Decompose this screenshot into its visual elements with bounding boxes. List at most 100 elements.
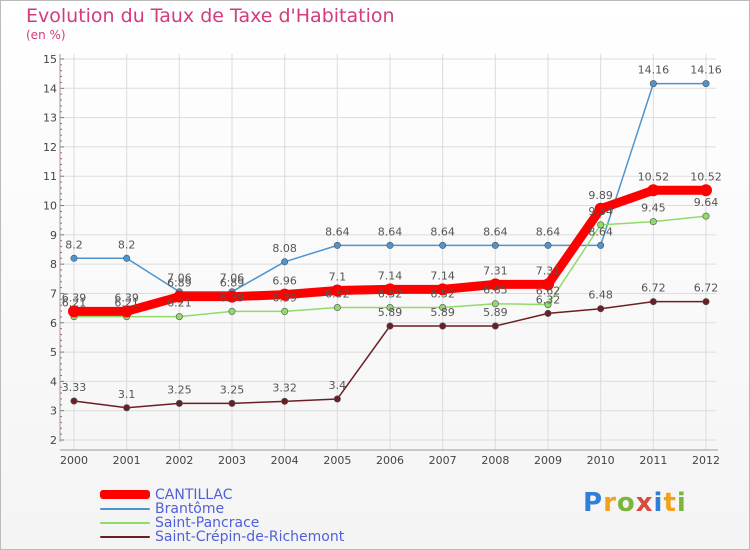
data-point-saint-pancrace [597,221,605,229]
data-label: 8.64 [378,225,403,238]
data-point-cantillac [226,290,238,303]
y-tick-label: 10 [43,200,57,213]
logo-letter: r [603,488,617,518]
data-point-brantome [70,254,78,262]
data-point-brantome [123,254,131,262]
data-point-brantome [333,241,341,249]
data-label: 7.14 [430,269,455,282]
data-point-brantome [649,80,657,88]
data-point-cantillac [278,288,291,301]
data-label: 6.21 [114,297,139,310]
y-tick-label: 3 [50,405,57,418]
data-label: 6.96 [272,275,297,288]
legend-swatch [100,521,150,524]
x-tick-label: 2012 [692,454,720,467]
legend: CANTILLAC Brantôme Saint-Pancrace Saint-Cré… [100,484,344,544]
legend-label: CANTILLAC [155,486,233,503]
data-label: 3.25 [220,383,245,396]
data-point-cantillac [436,283,449,296]
data-label: 6.89 [167,277,192,290]
data-point-saint-crepin-de-richemont [70,397,78,405]
legend-swatch [100,535,150,538]
data-label: 3.33 [62,381,87,394]
data-label: 6.65 [483,284,508,297]
data-label: 8.08 [272,242,297,255]
data-label: 6.48 [588,289,613,302]
data-label: 6.39 [62,291,87,304]
data-point-cantillac [384,283,396,296]
legend-item: Brantôme [100,498,344,516]
y-tick-label: 9 [50,229,57,242]
data-label: 10.52 [690,170,722,183]
chart-subtitle: (en %) [26,28,66,42]
data-point-saint-crepin-de-richemont [333,395,341,403]
data-label: 9.89 [588,189,613,202]
data-point-cantillac [647,184,660,197]
data-label: 5.89 [430,306,455,319]
legend-item: CANTILLAC [100,484,344,502]
x-tick-label: 2006 [376,454,404,467]
data-point-saint-pancrace [439,304,447,312]
x-tick-label: 2002 [165,454,193,467]
data-label: 8.64 [483,225,508,238]
x-tick-label: 2001 [113,454,141,467]
data-label: 14.16 [638,64,670,77]
data-point-saint-crepin-de-richemont [228,399,236,407]
data-label: 5.89 [378,306,403,319]
data-label: 6.62 [536,285,561,298]
data-point-saint-crepin-de-richemont [175,399,183,407]
data-label: 6.72 [694,282,719,295]
data-label: 9.34 [588,205,613,218]
data-label: 6.52 [325,288,350,301]
data-point-saint-pancrace [649,218,657,226]
data-point-cantillac [173,290,186,303]
data-point-brantome [439,241,447,249]
data-point-brantome [386,241,394,249]
data-label: 6.89 [220,277,245,290]
grid-lines [64,54,716,450]
y-tick-label: 6 [50,317,57,330]
y-tick-label: 5 [50,346,57,359]
data-labels: 6.39 6.396.89 6.89 6.96 7.1 7.14 7.14 7.31 7.319… [62,64,722,401]
x-tick-label: 2004 [271,454,299,467]
data-label: 9.64 [694,196,719,209]
data-point-saint-pancrace [281,307,289,315]
data-point-saint-crepin-de-richemont [439,322,447,330]
data-label: 8.64 [588,225,613,238]
data-label: 6.32 [536,293,561,306]
logo-letter: i [676,488,687,518]
data-label: 8.64 [430,225,455,238]
data-label: 6.52 [378,288,403,301]
legend-label: Brantôme [155,500,225,517]
data-point-brantome [281,258,289,266]
data-point-saint-crepin-de-richemont [123,404,131,412]
x-tick-label: 2007 [429,454,457,467]
data-point-cantillac [700,184,712,197]
data-label: 6.52 [430,288,455,301]
data-point-cantillac [542,278,554,291]
data-point-cantillac [594,202,607,215]
x-tick-label: 2008 [481,454,509,467]
y-tick-label: 13 [43,112,57,125]
data-point-brantome [544,241,552,249]
y-tick-label: 8 [50,258,57,271]
y-tick-label: 14 [43,82,57,95]
proxiti-logo: Proxiti [583,488,687,518]
x-tick-label: 2009 [534,454,562,467]
axes: 2 3 4 5 6 7 8 9 10 11 12 13 14 15 2000 2001 2002 2003 2004… [43,53,720,467]
y-tick-label: 4 [50,375,57,388]
data-point-saint-pancrace [228,307,236,315]
legend-label: Saint-Pancrace [155,514,260,531]
x-tick-label: 2000 [60,454,88,467]
data-point-cantillac [68,305,80,318]
data-label: 8.2 [65,238,83,251]
data-label: 7.14 [378,269,403,282]
y-tick-label: 15 [43,53,57,66]
data-point-saint-crepin-de-richemont [386,322,394,330]
x-tick-label: 2011 [639,454,667,467]
y-tick-label: 2 [50,434,57,447]
y-tick-label: 7 [50,287,57,300]
data-point-saint-pancrace [702,212,710,220]
data-point-cantillac [489,278,502,291]
